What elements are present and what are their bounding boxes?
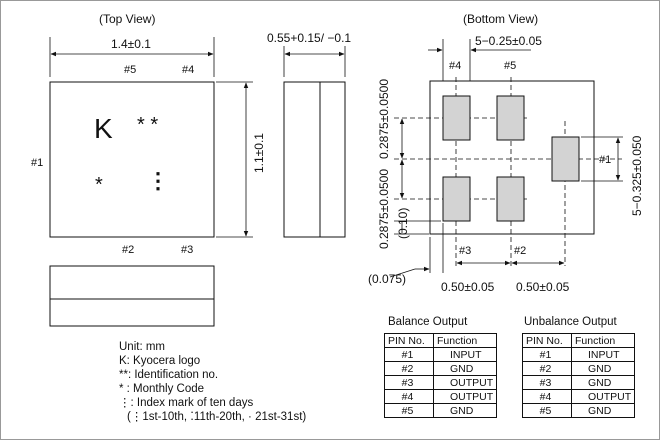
kyocera-logo-note: K: Kyocera logo <box>119 355 201 367</box>
table-row: #5 GND <box>522 403 636 418</box>
unbalance-output-table: PIN No. Function #1 INPUT #2 GND #3 GND #4 O… <box>522 333 636 418</box>
pad-4 <box>442 95 471 141</box>
monthly-code-note: * : Monthly Code <box>119 383 205 395</box>
function-cell: INPUT <box>570 347 636 362</box>
pin-cell: #1 <box>522 347 572 362</box>
table-row: #2 GND <box>522 361 636 376</box>
top-pin1-label: #1 <box>31 157 43 169</box>
function-cell: OUTPUT <box>432 375 498 390</box>
monthly-code-mark: * <box>95 174 103 196</box>
pin-cell: #3 <box>384 375 434 390</box>
bottom-view-title: (Bottom View) <box>463 12 538 26</box>
unit-note: Unit: mm <box>119 341 165 353</box>
table-header-pin: PIN No. <box>384 333 434 348</box>
balance-output-table: PIN No. Function #1 INPUT #2 GND #3 OUTPUT … <box>384 333 498 418</box>
edge-offset-dim: (0.075) <box>368 272 406 286</box>
pad-width-dim: 5−0.25±0.05 <box>475 34 542 48</box>
edge-offset-leader <box>389 268 416 278</box>
side-thickness-dim: 0.55+0.15/ −0.1 <box>267 31 351 45</box>
table-row: #1 INPUT <box>522 347 636 362</box>
table-row: #1 INPUT <box>384 347 498 362</box>
pad-pitch-bottom-dim: 0.2875±0.0500 <box>377 169 391 249</box>
table-row: #3 OUTPUT <box>384 375 498 390</box>
pad-3 <box>442 176 471 222</box>
table-row: #5 GND <box>384 403 498 418</box>
pin-cell: #4 <box>384 389 434 404</box>
bottom-pin1-label: #1 <box>599 154 611 166</box>
pad-5 <box>496 95 525 141</box>
table-row: #3 GND <box>522 375 636 390</box>
function-cell: GND <box>432 403 498 418</box>
table-header-row: PIN No. Function <box>522 333 636 348</box>
index-mark-note: ⋮: Index mark of ten days <box>119 397 254 409</box>
top-pin2-label: #2 <box>122 244 134 256</box>
bottom-pin5-label: #5 <box>504 60 516 72</box>
function-cell: GND <box>570 375 636 390</box>
pin-cell: #4 <box>522 389 572 404</box>
function-cell: GND <box>570 403 636 418</box>
pad-pitch-top-dim: 0.2875±0.0500 <box>377 79 391 159</box>
function-cell: GND <box>570 361 636 376</box>
table-row: #2 GND <box>384 361 498 376</box>
pad-offset-dim: (0.10) <box>396 208 410 239</box>
top-pin4-label: #4 <box>182 64 194 76</box>
unbalance-table-caption: Unbalance Output <box>524 316 617 328</box>
pad-1 <box>551 136 580 182</box>
front-profile-body <box>49 265 215 327</box>
pad1-height-dim: 5−0.325±0.050 <box>630 135 644 216</box>
pad-spacing-left-dim: 0.50±0.05 <box>441 280 495 294</box>
bottom-pin4-label: #4 <box>449 60 461 72</box>
function-cell: OUTPUT <box>570 389 636 404</box>
top-view-title: (Top View) <box>99 12 155 26</box>
pin-cell: #2 <box>522 361 572 376</box>
pin-cell: #5 <box>522 403 572 418</box>
index-mark: ⋮ <box>147 168 169 193</box>
table-header-function: Function <box>570 333 636 348</box>
table-header-function: Function <box>432 333 498 348</box>
index-mark-detail: (⋮1st-10th, ⁚11th-20th, · 21st-31st) <box>127 411 307 423</box>
identification-mark: * * <box>137 114 158 136</box>
top-height-dim: 1.1±0.1 <box>252 133 266 173</box>
function-cell: INPUT <box>432 347 498 362</box>
pin-cell: #5 <box>384 403 434 418</box>
pin-cell: #2 <box>384 361 434 376</box>
bottom-pin2-label: #2 <box>514 245 526 257</box>
identification-note: **: Identification no. <box>119 369 219 381</box>
kyocera-logo: K <box>94 113 113 144</box>
table-row: #4 OUTPUT <box>384 389 498 404</box>
bottom-pin3-label: #3 <box>459 245 471 257</box>
pad-spacing-right-dim: 0.50±0.05 <box>516 280 570 294</box>
top-width-dim: 1.4±0.1 <box>111 37 151 51</box>
pin-cell: #1 <box>384 347 434 362</box>
side-view-body <box>283 81 346 238</box>
pad-2 <box>496 176 525 222</box>
function-cell: GND <box>432 361 498 376</box>
table-header-row: PIN No. Function <box>384 333 498 348</box>
top-pin3-label: #3 <box>181 244 193 256</box>
balance-table-caption: Balance Output <box>388 316 468 328</box>
table-row: #4 OUTPUT <box>522 389 636 404</box>
top-view-body <box>49 81 215 238</box>
function-cell: OUTPUT <box>432 389 498 404</box>
top-pin5-label: #5 <box>124 64 136 76</box>
table-header-pin: PIN No. <box>522 333 572 348</box>
pin-cell: #3 <box>522 375 572 390</box>
